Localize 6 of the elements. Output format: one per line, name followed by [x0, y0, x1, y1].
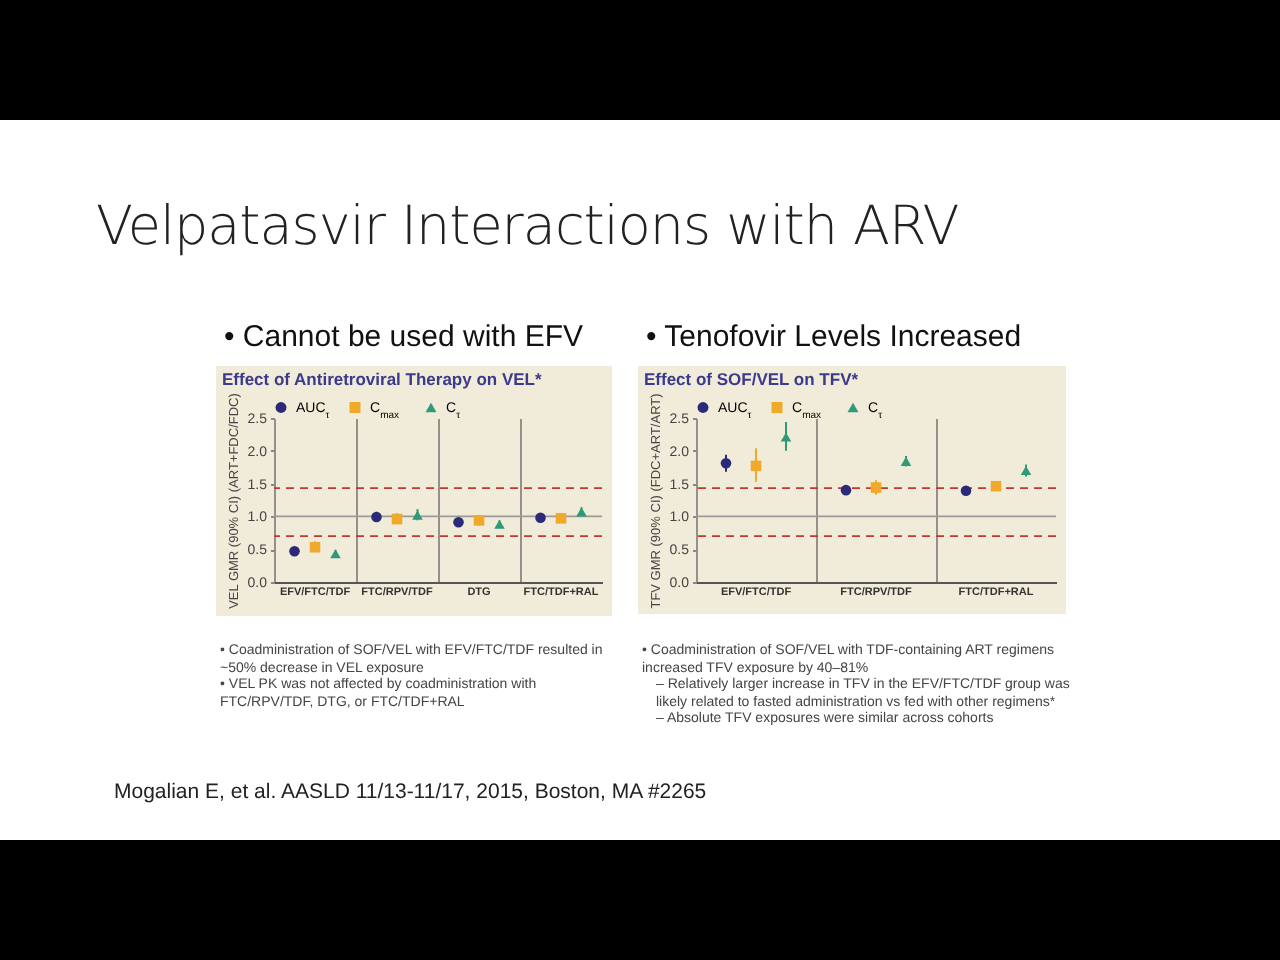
chart-subtitle: • Cannot be used with EFV: [224, 320, 584, 354]
chart-title: Effect of SOF/VEL on TFV*: [644, 369, 860, 390]
text: Mogalian E, et al. AASLD 11/13-11/17, 2015, Boston, MA #2265: [114, 780, 707, 804]
text: Velpatasvir Interactions with ARV: [96, 196, 959, 258]
chart-title: Effect of Antiretroviral Therapy on VEL*: [222, 368, 543, 389]
chart-subtitle: • Tenofovir Levels Increased: [646, 320, 1022, 354]
